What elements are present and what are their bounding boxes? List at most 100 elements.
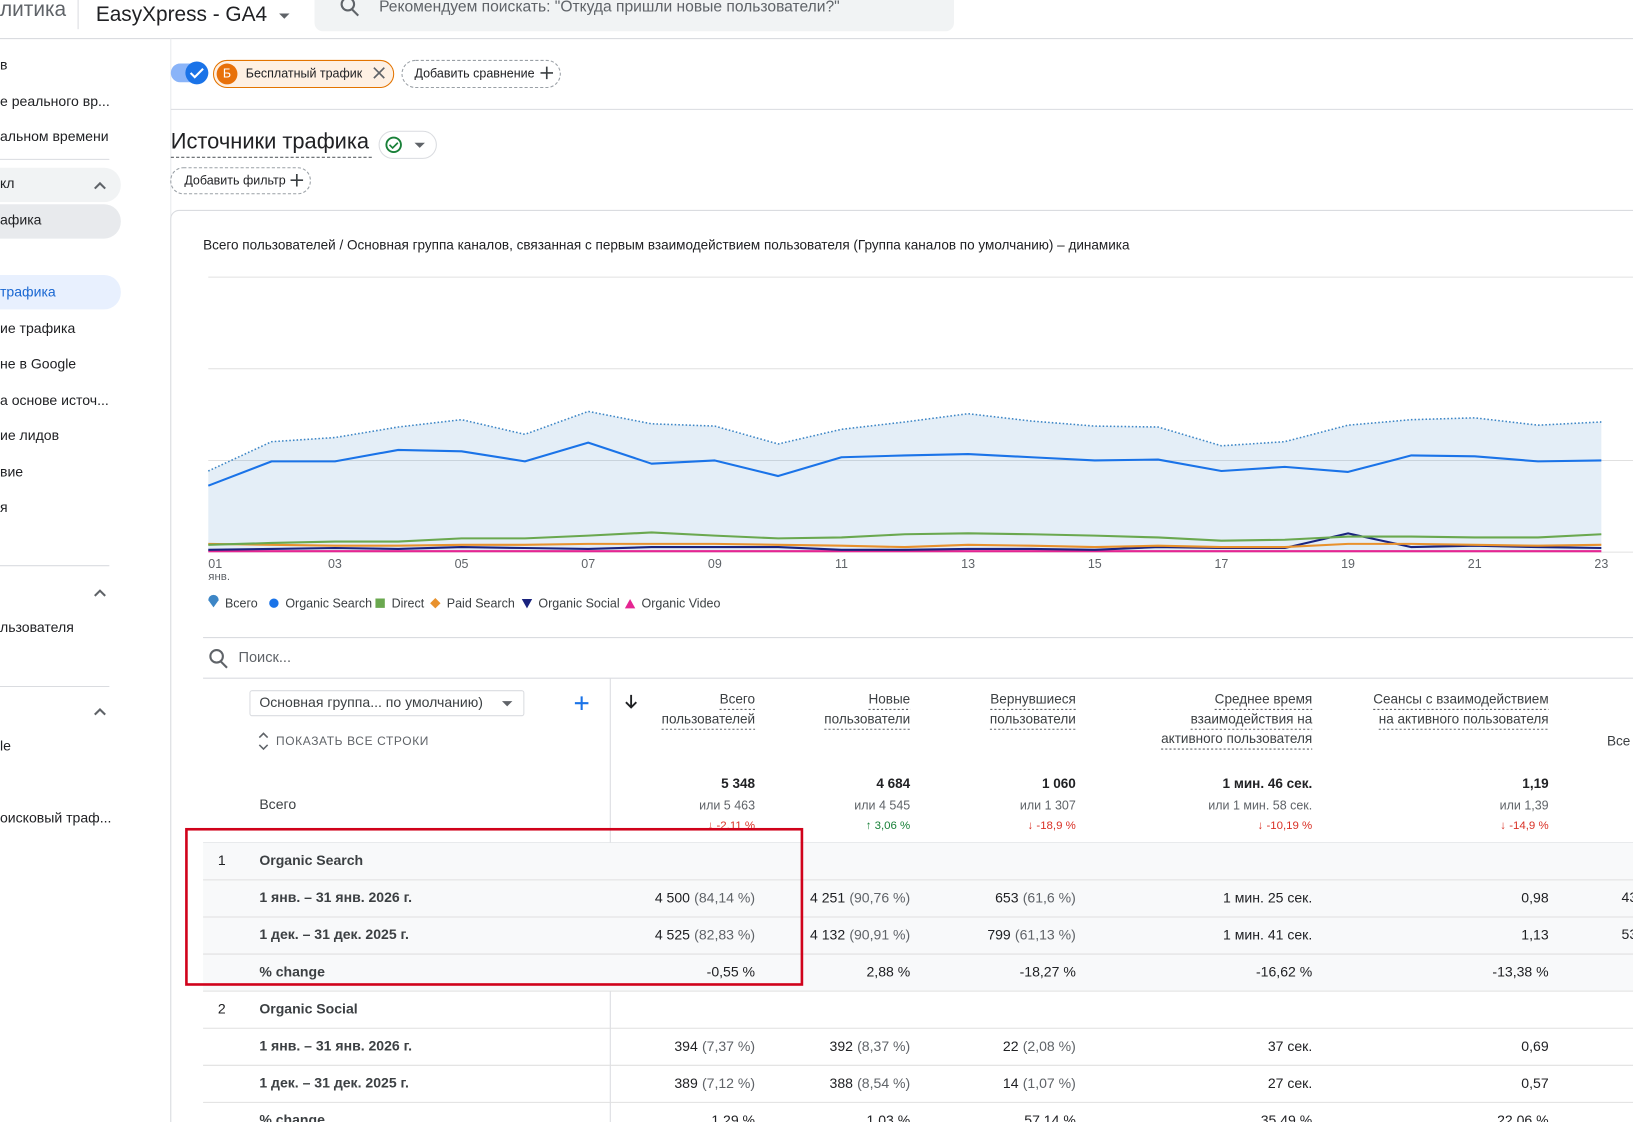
segment-avatar bbox=[216, 63, 238, 85]
add-comparison[interactable]: Добавить сравнение bbox=[414, 66, 534, 80]
sidebar-item[interactable]: ие лидов bbox=[0, 427, 59, 443]
cell-value: -16,62 % bbox=[1256, 963, 1312, 979]
sidebar-item[interactable]: le bbox=[0, 738, 11, 754]
sidebar-item[interactable]: е реального вр... bbox=[0, 93, 110, 109]
column-header[interactable]: на активного пользователя bbox=[1379, 711, 1549, 726]
cell-value: 653 bbox=[995, 889, 1019, 905]
cell-value: -13,38 % bbox=[1492, 963, 1548, 979]
cell-value: 4 132 bbox=[810, 926, 845, 942]
x-tick-label: 07 bbox=[581, 557, 595, 571]
chevron-up[interactable] bbox=[94, 589, 106, 597]
toggle-knob[interactable] bbox=[185, 61, 209, 85]
property-name[interactable]: EasyXpress - GA4 bbox=[96, 3, 267, 26]
legend-label[interactable]: Organic Social bbox=[538, 597, 619, 611]
cell-value: 0,69 bbox=[1521, 1038, 1549, 1054]
series-line bbox=[208, 542, 1602, 549]
column-header[interactable]: Сеансы с взаимодействием bbox=[1373, 692, 1548, 707]
legend-icon bbox=[208, 594, 219, 608]
chevron-up[interactable] bbox=[94, 707, 106, 716]
row-label: 1 дек. – 31 дек. 2025 г. bbox=[259, 926, 409, 942]
segment-chip[interactable] bbox=[212, 59, 395, 89]
add-filter[interactable]: Добавить фильтр bbox=[184, 174, 285, 188]
cell: 2,88 % bbox=[867, 963, 911, 979]
plus-icon bbox=[540, 66, 554, 80]
legend-label[interactable]: Paid Search bbox=[447, 597, 515, 611]
cell: 4 251 (90,76 %) bbox=[810, 889, 910, 905]
cell-value: 1,29 % bbox=[711, 1112, 755, 1122]
column-header[interactable]: пользователей bbox=[662, 711, 755, 726]
cell-value: 392 bbox=[830, 1038, 854, 1054]
group-name[interactable]: Organic Search bbox=[259, 852, 363, 868]
sidebar-item[interactable]: льзователя bbox=[0, 619, 74, 635]
x-tick-label: 17 bbox=[1214, 557, 1228, 571]
segment-name[interactable]: Бесплатный трафик bbox=[246, 66, 363, 80]
cell: 27 сек. bbox=[1268, 1075, 1312, 1091]
sidebar-item[interactable]: не в Google bbox=[0, 355, 76, 371]
legend-label[interactable]: Direct bbox=[392, 597, 425, 611]
legend-label[interactable]: Всего bbox=[225, 597, 258, 611]
sidebar-item[interactable]: оисковый траф... bbox=[0, 810, 111, 826]
chart: 01 03 05 07 09 11 13 15 17 19 21 23 янв. Всего Organic… bbox=[207, 276, 1633, 611]
cell: 394 (7,37 %) bbox=[674, 1038, 755, 1054]
cell-value: 799 bbox=[987, 926, 1011, 942]
row-label: % change bbox=[259, 963, 325, 979]
cell-share: (2,08 %) bbox=[1023, 1038, 1076, 1054]
search-box[interactable] bbox=[314, 0, 954, 32]
table-search[interactable]: Поиск... bbox=[238, 650, 291, 666]
cell: 4 132 (90,91 %) bbox=[810, 926, 910, 942]
show-all-rows[interactable]: ПОКАЗАТЬ ВСЕ СТРОКИ bbox=[276, 734, 429, 748]
table: Всего пользователей Новые пользователи Верну… bbox=[203, 692, 1633, 1122]
column-header[interactable]: Вернувшиеся bbox=[990, 692, 1076, 707]
legend-icon bbox=[375, 598, 385, 608]
sidebar-item[interactable]: я bbox=[0, 499, 8, 515]
cell-value: -0,55 % bbox=[707, 963, 755, 979]
dimension-dropdown[interactable] bbox=[249, 690, 525, 717]
x-tick-label: 01 bbox=[208, 557, 222, 571]
add-comparison-chip[interactable] bbox=[401, 59, 561, 89]
search-placeholder[interactable]: Рекомендуем поискать: "Откуда пришли нов… bbox=[379, 0, 840, 15]
cell-share: (7,37 %) bbox=[702, 1038, 755, 1054]
cell-value: 388 bbox=[830, 1075, 854, 1091]
sidebar-item[interactable]: ие трафика bbox=[0, 320, 75, 336]
sidebar-item[interactable]: вие bbox=[0, 464, 23, 480]
sidebar-item[interactable]: трафика bbox=[0, 283, 56, 299]
total-value: 4 684 bbox=[876, 776, 910, 791]
add-dimension[interactable] bbox=[574, 696, 589, 710]
column-header[interactable]: Среднее время bbox=[1215, 692, 1313, 707]
sidebar-item[interactable]: кл bbox=[0, 175, 14, 191]
column-header[interactable]: Все bbox=[1607, 733, 1630, 748]
column-header[interactable]: Новые bbox=[868, 692, 910, 707]
x-tick-label: 19 bbox=[1341, 557, 1355, 571]
dimension-name[interactable]: Основная группа... по умолчанию) bbox=[259, 694, 483, 710]
column-header[interactable]: активного пользователя bbox=[1161, 731, 1312, 746]
legend-label[interactable]: Organic Video bbox=[642, 597, 721, 611]
sidebar-item[interactable]: а основе источ... bbox=[0, 392, 109, 408]
sort-arrow[interactable] bbox=[625, 694, 637, 709]
total-compare: или 5 463 bbox=[699, 799, 755, 813]
sidebar-item[interactable]: в bbox=[0, 56, 7, 72]
sidebar-item[interactable]: альном времени bbox=[0, 128, 109, 144]
cell-value: 0,98 bbox=[1521, 889, 1549, 905]
cell-value: 37 сек. bbox=[1268, 1038, 1312, 1054]
table-search-icon-handle bbox=[220, 660, 228, 669]
chevron-up[interactable] bbox=[94, 181, 106, 190]
legend-label[interactable]: Organic Search bbox=[285, 597, 372, 611]
search-icon bbox=[340, 0, 356, 12]
status-check bbox=[385, 136, 402, 154]
column-header[interactable]: взаимодействия на bbox=[1191, 711, 1313, 726]
sidebar-item[interactable]: афика bbox=[0, 212, 42, 228]
row-index: 1 bbox=[218, 852, 226, 868]
legend-icon bbox=[624, 599, 636, 609]
search-icon-handle bbox=[351, 8, 359, 17]
column-header[interactable]: пользователи bbox=[824, 711, 910, 726]
property-caret[interactable] bbox=[279, 13, 290, 19]
column-header[interactable]: Всего bbox=[720, 692, 755, 707]
x-tick-label: 13 bbox=[961, 557, 975, 571]
status-chip[interactable] bbox=[378, 130, 437, 159]
add-filter-chip[interactable] bbox=[170, 167, 311, 195]
column-header[interactable]: пользователи bbox=[990, 711, 1076, 726]
segment-remove[interactable] bbox=[373, 67, 385, 79]
group-name[interactable]: Organic Social bbox=[259, 1000, 357, 1016]
expand-icon bbox=[258, 732, 269, 751]
